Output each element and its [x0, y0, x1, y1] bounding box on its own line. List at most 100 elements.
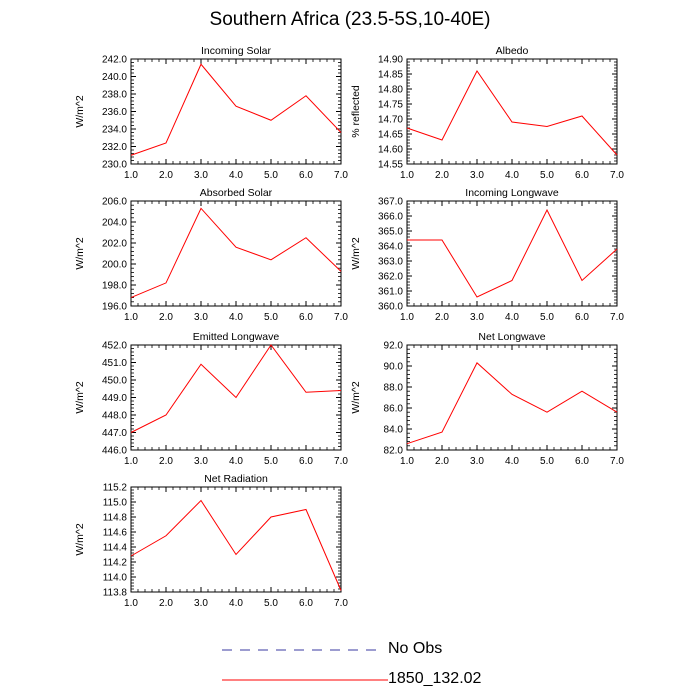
y-tick-label: 230.0: [102, 160, 127, 171]
x-tick-label: 2.0: [159, 456, 173, 467]
y-tick-label: 86.0: [384, 404, 404, 415]
y-tick-label: 14.60: [378, 145, 403, 156]
y-tick-label: 114.2: [103, 558, 128, 569]
y-tick-label: 238.0: [102, 90, 127, 101]
x-tick-label: 4.0: [229, 312, 243, 323]
x-tick-label: 2.0: [435, 170, 449, 181]
x-tick-label: 4.0: [229, 456, 243, 467]
series-line-0: [130, 344, 342, 433]
y-tick-label: 363.0: [378, 257, 403, 268]
plot-frame: [406, 344, 618, 451]
y-tick-label: 114.0: [103, 573, 128, 584]
y-tick-label: 114.8: [103, 513, 128, 524]
y-axis-label: W/m^2: [74, 95, 86, 128]
x-tick-label: 2.0: [159, 170, 173, 181]
y-tick-label: 14.90: [378, 55, 403, 66]
plot-frame: [130, 58, 342, 165]
y-tick-label: 365.0: [378, 227, 403, 238]
series-line-0: [406, 70, 618, 156]
series-line-0: [407, 208, 618, 298]
plot-frame: [130, 486, 342, 593]
y-tick-label: 236.0: [102, 107, 127, 118]
y-tick-label: 367.0: [378, 197, 403, 208]
x-tick-label: 6.0: [299, 598, 313, 609]
x-tick-label: 2.0: [435, 456, 449, 467]
x-tick-label: 7.0: [334, 170, 348, 181]
y-tick-label: 90.0: [384, 362, 404, 373]
y-axis-label: W/m^2: [74, 237, 86, 270]
x-tick-label: 3.0: [194, 312, 208, 323]
plot-frame: [130, 200, 342, 307]
series-line-0: [130, 499, 342, 591]
y-tick-label: 449.0: [102, 393, 127, 404]
y-tick-label: 232.0: [102, 142, 127, 153]
panel-title: Emitted Longwave: [193, 331, 280, 343]
x-tick-label: 4.0: [229, 598, 243, 609]
x-tick-label: 1.0: [124, 170, 138, 181]
x-tick-label: 6.0: [575, 312, 589, 323]
x-tick-label: 7.0: [334, 312, 348, 323]
legend-obs-line: [222, 649, 378, 651]
x-tick-label: 1.0: [124, 456, 138, 467]
x-tick-label: 4.0: [505, 170, 519, 181]
series-line-0: [130, 63, 342, 156]
y-tick-label: 14.55: [378, 160, 403, 171]
y-tick-label: 450.0: [102, 376, 127, 387]
plot-frame: [406, 58, 618, 165]
y-tick-label: 114.4: [103, 543, 128, 554]
legend-obs-label: No Obs: [388, 640, 443, 657]
x-tick-label: 7.0: [610, 456, 624, 467]
y-tick-label: 88.0: [384, 383, 404, 394]
y-tick-label: 115.0: [103, 498, 128, 509]
x-tick-label: 7.0: [334, 456, 348, 467]
chart-panel-3: Incoming Longwave W/m^2 360.0 361.0 362.0 363…: [350, 187, 624, 323]
y-tick-label: 113.8: [103, 588, 128, 599]
legend-model-line: [222, 679, 388, 681]
y-tick-label: 82.0: [384, 446, 404, 457]
x-tick-label: 1.0: [124, 312, 138, 323]
x-tick-label: 5.0: [264, 598, 278, 609]
panel-title: Net Longwave: [478, 331, 545, 343]
chart-panel-6: Net Radiation W/m^2 113.8 114.0 114.2 114.4 11…: [74, 473, 348, 609]
y-tick-label: 206.0: [102, 197, 127, 208]
y-tick-label: 92.0: [384, 341, 404, 352]
y-tick-label: 115.2: [103, 483, 128, 494]
y-tick-label: 364.0: [378, 242, 403, 253]
y-tick-label: 448.0: [102, 411, 127, 422]
x-tick-label: 1.0: [124, 598, 138, 609]
x-tick-label: 7.0: [610, 170, 624, 181]
y-tick-label: 14.75: [378, 100, 403, 111]
x-tick-label: 2.0: [435, 312, 449, 323]
y-tick-label: 14.85: [378, 70, 403, 81]
y-tick-label: 200.0: [102, 260, 127, 271]
panel-title: Incoming Solar: [201, 45, 272, 57]
x-tick-label: 3.0: [470, 170, 484, 181]
y-tick-label: 202.0: [102, 239, 127, 250]
y-tick-label: 446.0: [102, 446, 127, 457]
y-tick-label: 14.80: [378, 85, 403, 96]
x-tick-label: 3.0: [194, 170, 208, 181]
panel-title: Incoming Longwave: [465, 187, 559, 199]
y-axis-label: % reflected: [350, 85, 362, 138]
page-title: Southern Africa (23.5-5S,10-40E): [209, 9, 491, 30]
x-tick-label: 6.0: [299, 170, 313, 181]
y-tick-label: 447.0: [102, 428, 127, 439]
y-tick-label: 198.0: [102, 281, 127, 292]
y-axis-label: W/m^2: [74, 381, 86, 414]
series-line-0: [130, 207, 342, 299]
x-tick-label: 4.0: [505, 456, 519, 467]
x-tick-label: 4.0: [229, 170, 243, 181]
panel-title: Absorbed Solar: [200, 187, 273, 199]
x-tick-label: 1.0: [400, 312, 414, 323]
x-tick-label: 3.0: [194, 456, 208, 467]
chart-panel-4: Emitted Longwave W/m^2 446.0 447.0 448.0 449.…: [74, 331, 348, 467]
y-tick-label: 114.6: [103, 528, 128, 539]
x-tick-label: 6.0: [299, 456, 313, 467]
x-tick-label: 4.0: [505, 312, 519, 323]
x-tick-label: 6.0: [299, 312, 313, 323]
chart-panel-1: Albedo % reflected 14.55 14.60 14.65 14.70 14.…: [350, 45, 624, 181]
legend-model-label: 1850_132.02: [388, 670, 482, 687]
chart-panel-5: Net Longwave W/m^2 82.0 84.0 86.0 88.0 90.0 92.…: [350, 331, 624, 467]
x-tick-label: 3.0: [194, 598, 208, 609]
